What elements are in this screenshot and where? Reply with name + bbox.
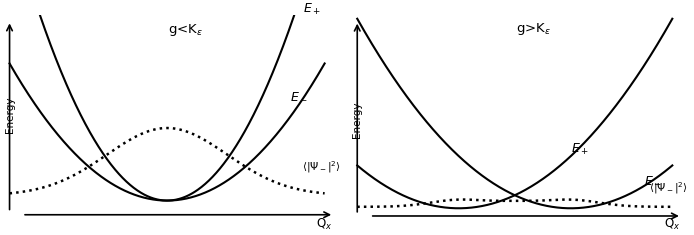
Text: $E_+$: $E_+$ bbox=[303, 2, 321, 17]
Text: g<K$_{\varepsilon}$: g<K$_{\varepsilon}$ bbox=[169, 22, 203, 38]
Text: $\langle|\Psi_-|^2\rangle$: $\langle|\Psi_-|^2\rangle$ bbox=[302, 159, 340, 175]
Text: Q$_x$: Q$_x$ bbox=[316, 217, 333, 232]
Text: $E_-$: $E_-$ bbox=[290, 89, 308, 102]
Text: Energy: Energy bbox=[353, 101, 362, 138]
Text: $E_+$: $E_+$ bbox=[571, 141, 589, 157]
Text: $E_-$: $E_-$ bbox=[644, 173, 662, 186]
Text: Energy: Energy bbox=[5, 97, 15, 133]
Text: $\langle|\Psi_-|^2\rangle$: $\langle|\Psi_-|^2\rangle$ bbox=[650, 180, 688, 196]
Text: Q$_x$: Q$_x$ bbox=[664, 217, 681, 232]
Text: g>K$_{\varepsilon}$: g>K$_{\varepsilon}$ bbox=[516, 21, 551, 37]
